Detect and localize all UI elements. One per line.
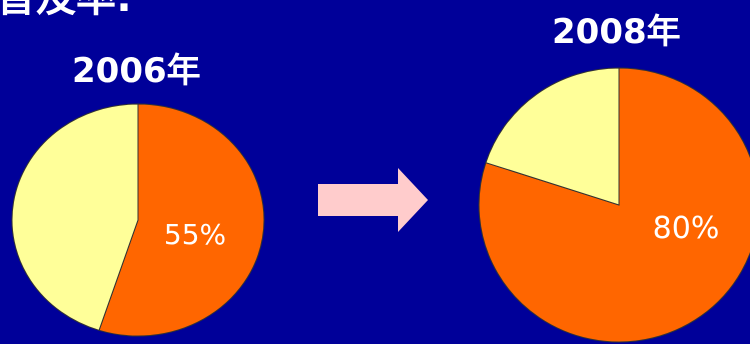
pie-chart-2008: 80% [478, 67, 750, 343]
pie-slice-0-0 [98, 103, 265, 337]
slice-label-0-0: 55% [164, 218, 226, 251]
pie-chart-2006: 55% [11, 103, 265, 337]
slice-label-1-0: 80% [653, 211, 720, 246]
chart-title-2008: 2008年 [552, 12, 681, 52]
pie-slice-1-1 [485, 67, 620, 206]
chart-title-2006: 2006年 [72, 51, 201, 91]
pie-slice-1-0 [478, 67, 750, 343]
right-arrow-icon [318, 168, 428, 232]
heading-partial: 普及率: [0, 0, 132, 18]
pie-slice-0-1 [11, 103, 139, 331]
